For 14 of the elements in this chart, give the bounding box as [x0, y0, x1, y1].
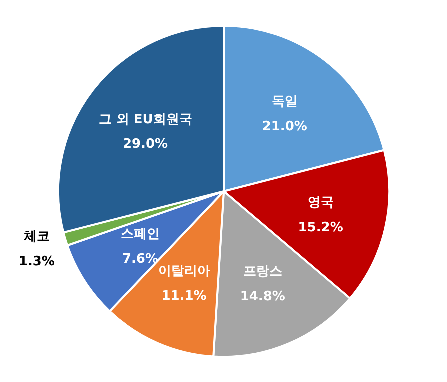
- slice-label: 영국: [308, 195, 334, 210]
- slice-label: 체코: [22, 229, 50, 244]
- data-label: 11.1%: [162, 289, 207, 304]
- data-label: 29.0%: [122, 137, 168, 152]
- slice-label: 그 외 EU회원국: [98, 112, 192, 128]
- data-label: 21.0%: [262, 120, 308, 135]
- data-label: 15.2%: [298, 220, 344, 236]
- slice-label: 프랑스: [243, 264, 282, 280]
- data-label: 14.8%: [240, 290, 286, 305]
- data-label: 1.3%: [18, 254, 55, 270]
- data-label: 7.6%: [122, 252, 158, 267]
- slice-label: 이탈리아: [158, 264, 210, 280]
- slice-label: 스페인: [120, 226, 160, 242]
- slice-label: 독일: [272, 94, 298, 110]
